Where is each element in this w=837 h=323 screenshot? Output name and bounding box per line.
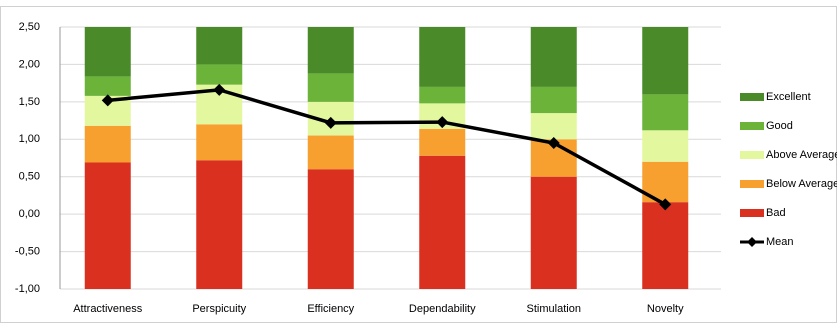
bar-segment (530, 27, 577, 87)
legend-label: Excellent (766, 91, 811, 103)
x-tick-label: Attractiveness (73, 303, 143, 315)
y-tick-label: 2,50 (19, 21, 40, 33)
bar-segment (419, 155, 466, 289)
mean-line (107, 88, 667, 206)
bar-segment (419, 27, 466, 87)
bar-segment (530, 113, 577, 140)
bar-segment (307, 27, 354, 74)
mean-marker (101, 94, 114, 107)
legend-label: Above Average (766, 149, 837, 161)
bar-segment (196, 64, 243, 85)
bar-segment (84, 76, 131, 96)
legend-label: Bad (766, 207, 786, 219)
bar-segment (419, 86, 466, 104)
x-tick-label: Perspicuity (192, 303, 246, 315)
y-tick-label: -1,00 (15, 283, 40, 295)
x-tick-label: Stimulation (527, 303, 581, 315)
mean-marker (324, 116, 337, 129)
legend-label: Below Average (766, 178, 837, 190)
legend-swatch (740, 209, 764, 217)
bar-segment (196, 124, 243, 161)
legend-swatch (740, 122, 764, 130)
bar-segment (307, 169, 354, 289)
bar-segment (84, 27, 131, 77)
legend-swatch (740, 93, 764, 101)
bar-segment (307, 135, 354, 170)
bar-segment (530, 176, 577, 289)
x-tick-label: Novelty (647, 303, 684, 315)
bar-segment (307, 73, 354, 102)
bar-segment (84, 125, 131, 163)
y-tick-label: 1,50 (19, 96, 40, 108)
y-tick-label: 1,00 (19, 133, 40, 145)
x-tick-label: Dependability (409, 303, 476, 315)
legend-label: Good (766, 120, 793, 132)
y-tick-label: -0,50 (15, 245, 40, 257)
mean-marker (213, 83, 226, 96)
bar-segment (642, 202, 689, 289)
mean-marker (659, 198, 672, 211)
bar-segment (84, 162, 131, 289)
y-tick-label: 0,50 (19, 171, 40, 183)
bar-segment (419, 128, 466, 156)
bar-segment (642, 27, 689, 95)
bar-segment (642, 94, 689, 131)
bar-segment (196, 160, 243, 289)
legend-swatch (740, 151, 764, 159)
bar-segment (530, 86, 577, 114)
x-tick-label: Efficiency (307, 303, 354, 315)
bar-segment (642, 130, 689, 162)
y-tick-label: 2,00 (19, 58, 40, 70)
legend-marker (747, 237, 757, 247)
legend-swatch (740, 180, 764, 188)
legend-label: Mean (766, 236, 794, 248)
mean-marker (436, 116, 449, 129)
mean-marker (547, 137, 560, 150)
y-tick-label: 0,00 (19, 208, 40, 220)
bar-segment (196, 27, 243, 65)
